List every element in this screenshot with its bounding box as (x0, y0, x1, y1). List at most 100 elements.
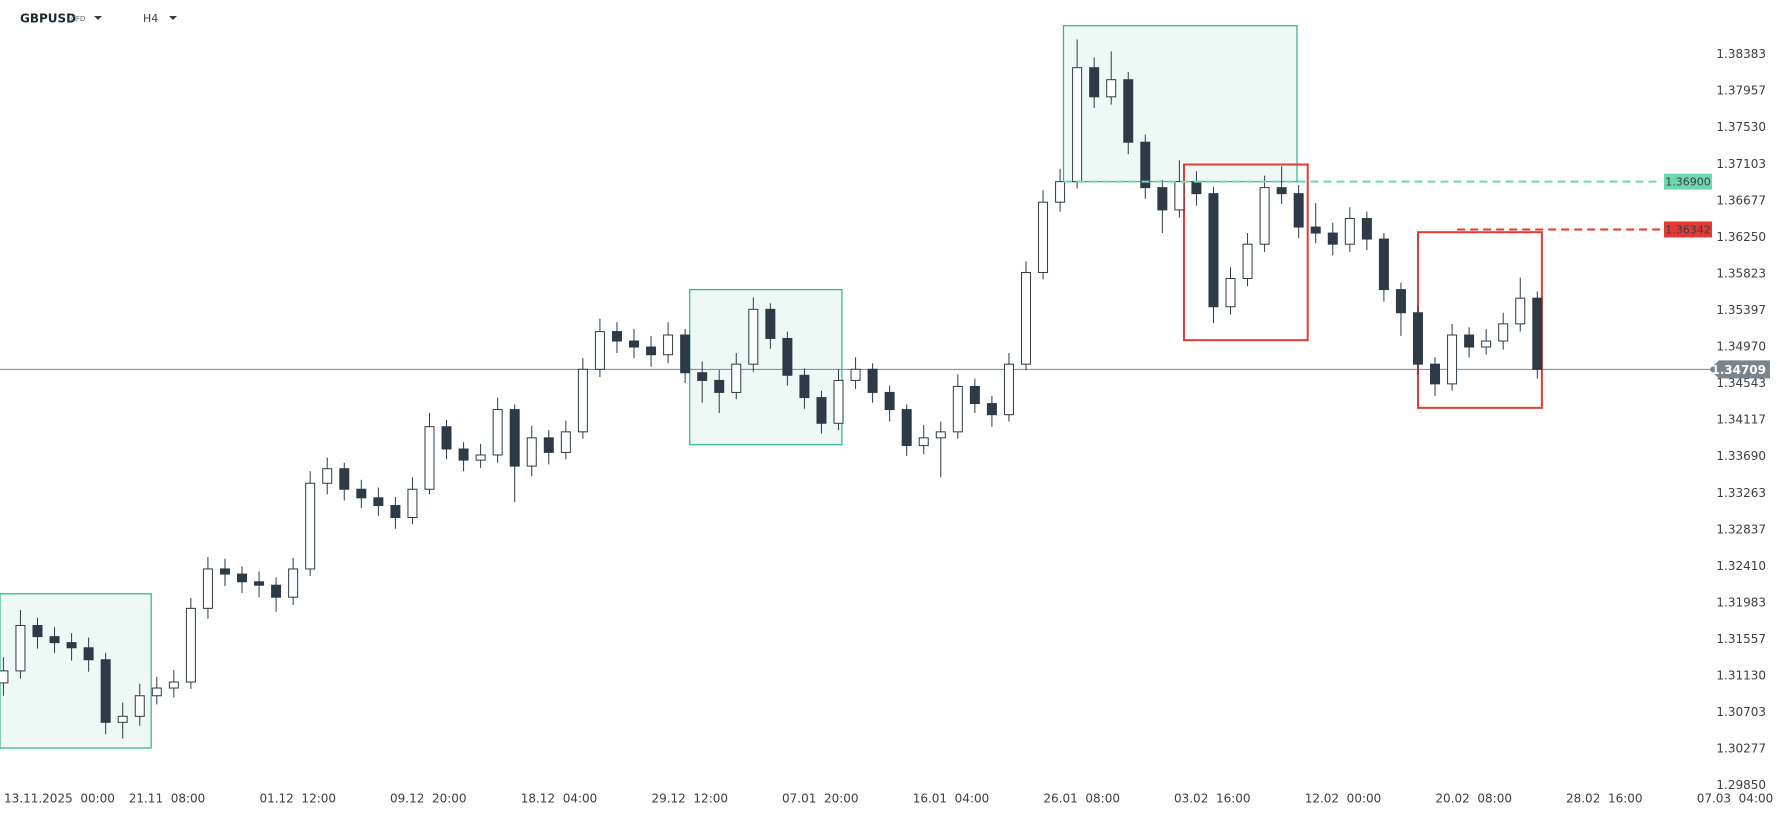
candle-body (117, 715, 128, 723)
candle-body (441, 426, 452, 450)
symbol[interactable]: GBPUSD (20, 12, 76, 26)
candle-body (816, 397, 827, 424)
x-tick-label: 16.01 04:00 (913, 792, 990, 806)
candle-body (867, 368, 878, 393)
candle-body (492, 409, 503, 456)
candle-body (458, 448, 469, 461)
candle-body (1498, 323, 1509, 342)
candle-body (1038, 201, 1049, 273)
y-tick-label: 1.37530 (1716, 120, 1766, 134)
candle-body (663, 334, 674, 356)
candle-body (560, 431, 571, 453)
candle-body (697, 372, 708, 381)
last-price-tag (1709, 360, 1770, 379)
y-tick-label: 1.34970 (1716, 340, 1766, 354)
candle-body (1378, 238, 1389, 291)
candle-body (49, 636, 60, 644)
x-tick-label: 21.11 08:00 (129, 792, 206, 806)
candle-body (66, 642, 77, 649)
toolbar: GBPUSD CFD H4 (20, 12, 177, 26)
y-tick-label: 1.35397 (1716, 303, 1766, 317)
y-tick-label: 1.31130 (1716, 669, 1766, 683)
x-tick-label: 18.12 04:00 (521, 792, 598, 806)
candle-body (884, 391, 895, 411)
candle-body (986, 403, 997, 416)
timeframe[interactable]: H4 (143, 12, 158, 25)
x-tick-label: 09.12 20:00 (390, 792, 467, 806)
candle-body (288, 568, 299, 598)
candle-body (390, 505, 401, 519)
candle-body (373, 497, 384, 507)
candle-body (765, 308, 776, 339)
x-tick-label: 13.11.2025 00:00 (4, 792, 115, 806)
candle-body (1310, 226, 1321, 234)
candle-body (731, 363, 742, 393)
candle-body (901, 409, 912, 447)
candle-body (629, 340, 640, 348)
candle-body (1174, 181, 1185, 211)
candle-body (185, 607, 196, 683)
x-tick-label: 26.01 08:00 (1043, 792, 1120, 806)
candle-body (782, 337, 793, 376)
zone (1062, 25, 1298, 183)
candle-body (1106, 79, 1117, 98)
candle-body (1225, 277, 1236, 308)
y-tick-label: 1.38383 (1716, 47, 1766, 61)
x-tick-label: 28.02 16:00 (1566, 792, 1643, 806)
candle-body (748, 308, 759, 365)
candle-body (850, 368, 861, 381)
y-tick-label: 1.37103 (1716, 157, 1766, 171)
y-tick-label: 1.29850 (1716, 778, 1766, 792)
candle-body (1276, 187, 1287, 195)
candle-body (32, 624, 43, 638)
x-tick-label: 07.03 04:00 (1697, 792, 1774, 806)
candle-body (305, 482, 316, 570)
candle-body (577, 368, 588, 433)
y-tick-label: 1.30703 (1716, 705, 1766, 719)
y-tick-label: 1.31983 (1716, 595, 1766, 609)
symbol-dropdown[interactable] (94, 16, 102, 20)
candle-body (543, 437, 554, 453)
candle-body (1430, 363, 1441, 385)
candle-body (322, 468, 333, 484)
y-tick-label: 1.36677 (1716, 193, 1766, 207)
candle-body (1157, 187, 1168, 211)
candle-body (1344, 217, 1355, 245)
candle-body (168, 681, 179, 689)
candle-body (15, 624, 26, 672)
candle-body (151, 687, 162, 697)
x-tick-label: 29.12 12:00 (651, 792, 728, 806)
candle-body (1395, 289, 1406, 314)
timeframe-dropdown[interactable] (169, 16, 177, 20)
candle-body (1089, 67, 1100, 98)
y-tick-label: 1.32837 (1716, 522, 1766, 536)
candle-body (1259, 187, 1270, 245)
y-tick-label: 1.35823 (1716, 266, 1766, 280)
candle-body (1242, 243, 1253, 279)
y-tick-label: 1.31557 (1716, 632, 1766, 646)
candle-body (1481, 340, 1492, 348)
candle-body (935, 431, 946, 439)
level-label: 1.36342 (1665, 223, 1711, 236)
instrument-type: CFD (71, 15, 85, 23)
candle-body (339, 468, 350, 490)
candle-body (202, 568, 213, 609)
candle-body (83, 647, 94, 661)
candle-body (134, 695, 145, 717)
candle-body (1140, 141, 1151, 189)
y-tick-label: 1.34543 (1716, 376, 1766, 390)
candle-body (254, 581, 265, 586)
candle-body (509, 409, 520, 467)
y-tick-label: 1.34117 (1716, 413, 1766, 427)
candle-body (100, 659, 111, 723)
candle-body (646, 346, 657, 356)
candle-body (1412, 312, 1423, 365)
candle-body (1055, 181, 1066, 203)
candle-body (1003, 363, 1014, 416)
y-tick-label: 1.33263 (1716, 486, 1766, 500)
candle-body (833, 379, 844, 424)
candle-body (0, 670, 9, 684)
x-tick-label: 07.01 20:00 (782, 792, 859, 806)
